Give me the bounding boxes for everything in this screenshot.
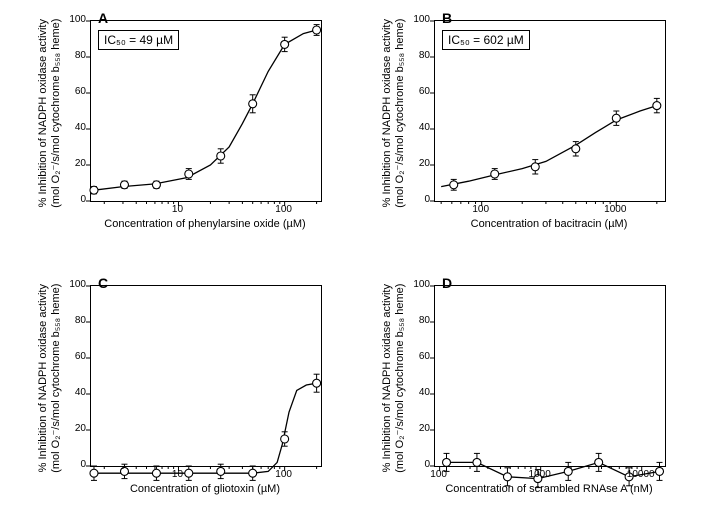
figure-grid: A IC₅₀ = 49 µM % Inhibition of NADPH oxi…	[0, 0, 708, 527]
ytick-label: 0	[408, 194, 430, 205]
ylabel-A-line1: % Inhibition of NADPH oxidase activity	[37, 19, 49, 207]
panel-B: B IC₅₀ = 602 µM % Inhibition of NADPH ox…	[364, 10, 698, 263]
ytick-label: 60	[408, 86, 430, 97]
ylabel-D-line1: % Inhibition of NADPH oxidase activity	[381, 284, 393, 472]
ytick-label: 80	[64, 50, 86, 61]
ylabel-C: % Inhibition of NADPH oxidase activity (…	[37, 278, 63, 478]
ytick-label: 60	[408, 351, 430, 362]
ytick-label: 100	[64, 279, 86, 290]
ytick-label: 60	[64, 351, 86, 362]
ytick-label: 100	[64, 14, 86, 25]
xtick-label: 100	[275, 469, 292, 480]
xlabel-B: Concentration of bacitracin (µM)	[434, 218, 664, 230]
ic50-box-A: IC₅₀ = 49 µM	[98, 30, 179, 50]
xtick-label: 10000	[627, 469, 655, 480]
xlabel-C: Concentration of gliotoxin (µM)	[90, 483, 320, 495]
ylabel-C-line2: (mol O₂⁻/s/mol cytochrome b₅₅₈ heme)	[50, 284, 62, 473]
xtick-label: 10	[172, 469, 183, 480]
ytick-label: 40	[64, 387, 86, 398]
ylabel-D: % Inhibition of NADPH oxidase activity (…	[381, 278, 407, 478]
ytick-label: 80	[408, 50, 430, 61]
ytick-label: 20	[408, 158, 430, 169]
panel-C: C % Inhibition of NADPH oxidase activity…	[20, 275, 354, 528]
xtick-label: 1000	[529, 469, 551, 480]
xtick-label: 1000	[604, 204, 626, 215]
ylabel-A: % Inhibition of NADPH oxidase activity (…	[37, 13, 63, 213]
ytick-label: 0	[64, 194, 86, 205]
ylabel-A-line2: (mol O₂⁻/s/mol cytochrome b₅₅₈ heme)	[50, 19, 62, 208]
ytick-label: 40	[64, 122, 86, 133]
ytick-label: 20	[408, 423, 430, 434]
ylabel-B-line1: % Inhibition of NADPH oxidase activity	[381, 19, 393, 207]
ytick-label: 20	[64, 423, 86, 434]
xlabel-A: Concentration of phenylarsine oxide (µM)	[90, 218, 320, 230]
chart-svg-D	[435, 286, 665, 466]
ylabel-B: % Inhibition of NADPH oxidase activity (…	[381, 13, 407, 213]
chart-svg-C	[91, 286, 321, 466]
ytick-label: 0	[408, 459, 430, 470]
xtick-label: 100	[472, 204, 489, 215]
ylabel-D-line2: (mol O₂⁻/s/mol cytochrome b₅₅₈ heme)	[394, 284, 406, 473]
plot-area-C	[90, 285, 322, 467]
ytick-label: 40	[408, 122, 430, 133]
ytick-label: 80	[64, 315, 86, 326]
xlabel-D: Concentration of scrambled RNAse A (nM)	[434, 483, 664, 495]
ytick-label: 20	[64, 158, 86, 169]
ytick-label: 0	[64, 459, 86, 470]
ytick-label: 40	[408, 387, 430, 398]
ylabel-B-line2: (mol O₂⁻/s/mol cytochrome b₅₅₈ heme)	[394, 19, 406, 208]
xtick-label: 100	[430, 469, 447, 480]
xtick-label: 100	[275, 204, 292, 215]
ytick-label: 100	[408, 279, 430, 290]
ytick-label: 80	[408, 315, 430, 326]
ytick-label: 100	[408, 14, 430, 25]
ylabel-C-line1: % Inhibition of NADPH oxidase activity	[37, 284, 49, 472]
ytick-label: 60	[64, 86, 86, 97]
plot-area-D	[434, 285, 666, 467]
xtick-label: 10	[172, 204, 183, 215]
panel-A: A IC₅₀ = 49 µM % Inhibition of NADPH oxi…	[20, 10, 354, 263]
ic50-box-B: IC₅₀ = 602 µM	[442, 30, 530, 50]
panel-D: D % Inhibition of NADPH oxidase activity…	[364, 275, 698, 528]
